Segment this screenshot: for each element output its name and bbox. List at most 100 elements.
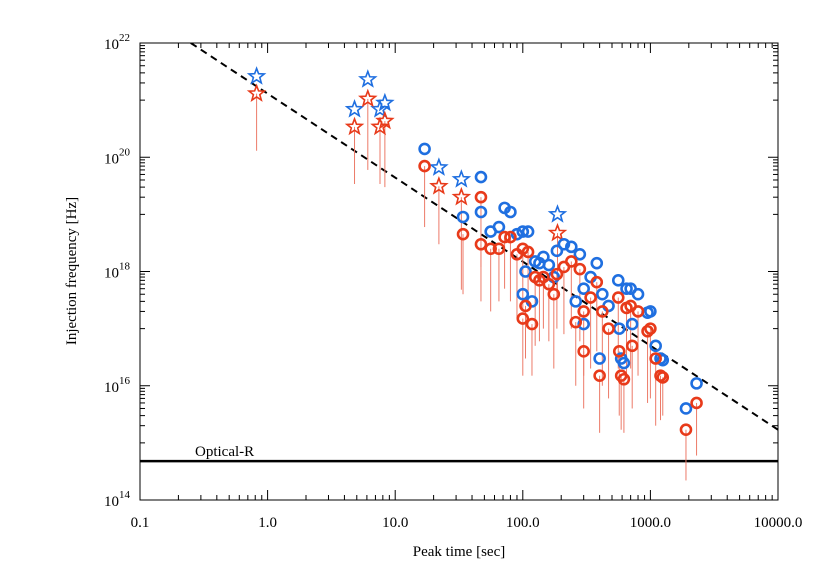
- y-tick-base: 10: [104, 380, 119, 396]
- circle-marker: [690, 396, 703, 410]
- y-axis-title: Injection frequency [Hz]: [64, 197, 80, 345]
- circle-marker: [542, 277, 556, 291]
- circle-marker: [602, 322, 615, 335]
- circle-marker: [593, 369, 606, 382]
- y-tick-base: 10: [104, 151, 119, 167]
- circle-marker: [611, 291, 625, 304]
- circle-marker: [617, 372, 631, 386]
- circle-marker: [492, 220, 506, 234]
- circle-marker: [596, 287, 609, 301]
- y-tick-exponent: 14: [119, 489, 131, 501]
- circle-marker: [569, 295, 583, 308]
- fit-line: [190, 43, 778, 431]
- circle-marker: [521, 225, 535, 238]
- circle-marker: [577, 317, 590, 331]
- circle-marker: [641, 324, 654, 338]
- circle-marker: [617, 356, 631, 370]
- circle-marker: [550, 244, 564, 258]
- y-tick-label: 1016: [104, 375, 131, 396]
- circle-marker: [418, 159, 431, 173]
- circle-marker: [474, 190, 488, 204]
- circle-marker: [569, 315, 583, 329]
- circle-marker: [611, 274, 625, 287]
- circle-marker: [631, 287, 645, 301]
- circle-marker: [577, 282, 590, 295]
- circle-marker: [656, 371, 670, 384]
- circle-marker: [577, 305, 590, 318]
- circle-marker: [573, 248, 587, 261]
- star-marker: [547, 204, 568, 223]
- circle-marker: [542, 258, 556, 272]
- circle-marker: [516, 287, 530, 301]
- y-tick-base: 10: [104, 266, 119, 282]
- circle-marker: [620, 282, 633, 295]
- circle-marker: [590, 275, 604, 289]
- y-tick-exponent: 22: [119, 32, 130, 44]
- star-marker: [429, 176, 449, 195]
- circle-marker: [547, 287, 561, 301]
- circle-marker: [557, 237, 571, 251]
- star-marker: [429, 157, 449, 176]
- x-tick-label: 10000.0: [754, 515, 803, 531]
- y-tick-exponent: 16: [119, 375, 131, 387]
- y-tick-base: 10: [104, 494, 119, 510]
- circle-marker: [631, 305, 645, 318]
- y-tick-label: 1020: [104, 146, 131, 167]
- y-tick-label: 1014: [104, 489, 131, 510]
- star-marker: [451, 169, 472, 188]
- circle-marker: [593, 352, 606, 365]
- y-tick-label: 1022: [104, 32, 130, 53]
- circle-marker: [519, 299, 532, 313]
- circle-marker: [649, 339, 662, 353]
- circle-marker: [679, 402, 693, 415]
- star-marker: [246, 66, 267, 85]
- circle-marker: [516, 312, 530, 325]
- circle-marker: [492, 242, 506, 256]
- y-tick-exponent: 18: [119, 261, 131, 273]
- star-marker: [547, 222, 568, 242]
- y-tick-exponent: 20: [119, 146, 131, 158]
- star-marker: [344, 116, 365, 136]
- x-axis-title: Peak time [sec]: [413, 544, 505, 560]
- circle-marker: [596, 305, 609, 318]
- circle-marker: [577, 345, 590, 358]
- circle-marker: [516, 225, 530, 238]
- circle-marker: [679, 423, 693, 437]
- circle-marker: [644, 322, 657, 335]
- star-marker: [246, 83, 267, 102]
- x-tick-label: 0.1: [131, 515, 150, 531]
- star-marker: [375, 92, 395, 112]
- circle-marker: [504, 205, 517, 219]
- circle-marker: [590, 256, 604, 270]
- x-tick-label: 10.0: [382, 515, 408, 531]
- circle-marker: [456, 210, 470, 224]
- y-tick-label: 1018: [104, 261, 131, 282]
- circle-marker: [519, 265, 532, 278]
- circle-marker: [625, 339, 639, 353]
- star-marker: [344, 99, 365, 118]
- circle-marker: [498, 230, 511, 244]
- x-tick-label: 100.0: [506, 515, 540, 531]
- plot-frame: [139, 42, 779, 501]
- circle-marker: [521, 245, 535, 259]
- circle-marker: [510, 227, 524, 241]
- circle-marker: [584, 291, 597, 304]
- circle-marker: [690, 377, 703, 390]
- y-tick-base: 10: [104, 37, 119, 53]
- star-marker: [358, 88, 378, 108]
- circle-marker: [612, 345, 626, 358]
- star-marker: [451, 186, 472, 206]
- circle-marker: [484, 242, 497, 256]
- circle-marker: [565, 255, 578, 268]
- circle-marker: [649, 352, 662, 365]
- circle-marker: [565, 240, 578, 254]
- circle-marker: [504, 230, 517, 244]
- circle-marker: [625, 317, 639, 331]
- circle-marker: [474, 237, 488, 251]
- circle-marker: [418, 142, 431, 156]
- x-tick-label: 1.0: [258, 515, 277, 531]
- circle-marker: [644, 305, 657, 318]
- circle-marker: [474, 205, 488, 219]
- star-marker: [358, 69, 378, 88]
- circle-marker: [656, 353, 670, 367]
